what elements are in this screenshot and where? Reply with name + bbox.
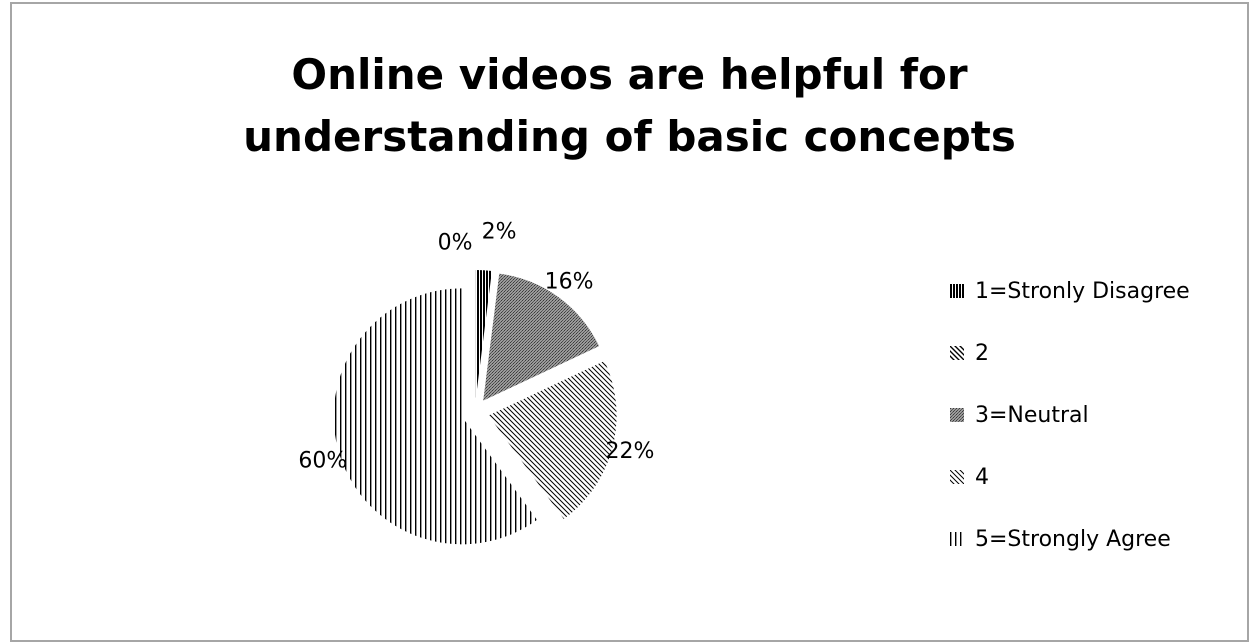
legend-swatch-2 xyxy=(950,346,964,360)
legend-swatch-4 xyxy=(950,470,964,484)
legend-item-2: 2 xyxy=(950,322,1190,384)
legend-label-4: 4 xyxy=(975,464,989,490)
legend-item-3: 3=Neutral xyxy=(950,384,1190,446)
pie-slice-3 xyxy=(483,273,600,401)
legend-label-2: 2 xyxy=(975,340,989,366)
legend-swatch-3 xyxy=(950,408,964,422)
data-label-1: 2% xyxy=(482,219,517,244)
chart-title-line-1: Online videos are helpful for xyxy=(291,50,968,99)
data-label-3: 16% xyxy=(545,270,594,295)
pie-slice-4 xyxy=(488,360,617,520)
legend-swatch-5 xyxy=(950,532,964,546)
data-label-5: 60% xyxy=(298,448,347,473)
data-label-2: 0% xyxy=(438,230,473,255)
pie-slice-5 xyxy=(333,288,537,545)
legend-label-5: 5=Strongly Agree xyxy=(975,526,1171,552)
chart-title-line-2: understanding of basic concepts xyxy=(243,112,1016,161)
legend-label-3: 3=Neutral xyxy=(975,402,1089,428)
pie-slice-1 xyxy=(475,270,492,399)
legend-item-4: 4 xyxy=(950,446,1190,508)
legend-item-5: 5=Strongly Agree xyxy=(950,508,1190,570)
legend-swatch-1 xyxy=(950,284,964,298)
data-label-4: 22% xyxy=(606,439,655,464)
pie-chart: 2% 0% 16% 22% 60% xyxy=(298,219,655,545)
legend-label-1: 1=Stronly Disagree xyxy=(975,278,1190,304)
chart-legend: 1=Stronly Disagree 2 3=Neutral 4 5=Strongly … xyxy=(950,260,1190,570)
chart-title: Online videos are helpful for understand… xyxy=(10,44,1249,168)
chart-frame xyxy=(10,2,1249,642)
legend-item-1: 1=Stronly Disagree xyxy=(950,260,1190,322)
